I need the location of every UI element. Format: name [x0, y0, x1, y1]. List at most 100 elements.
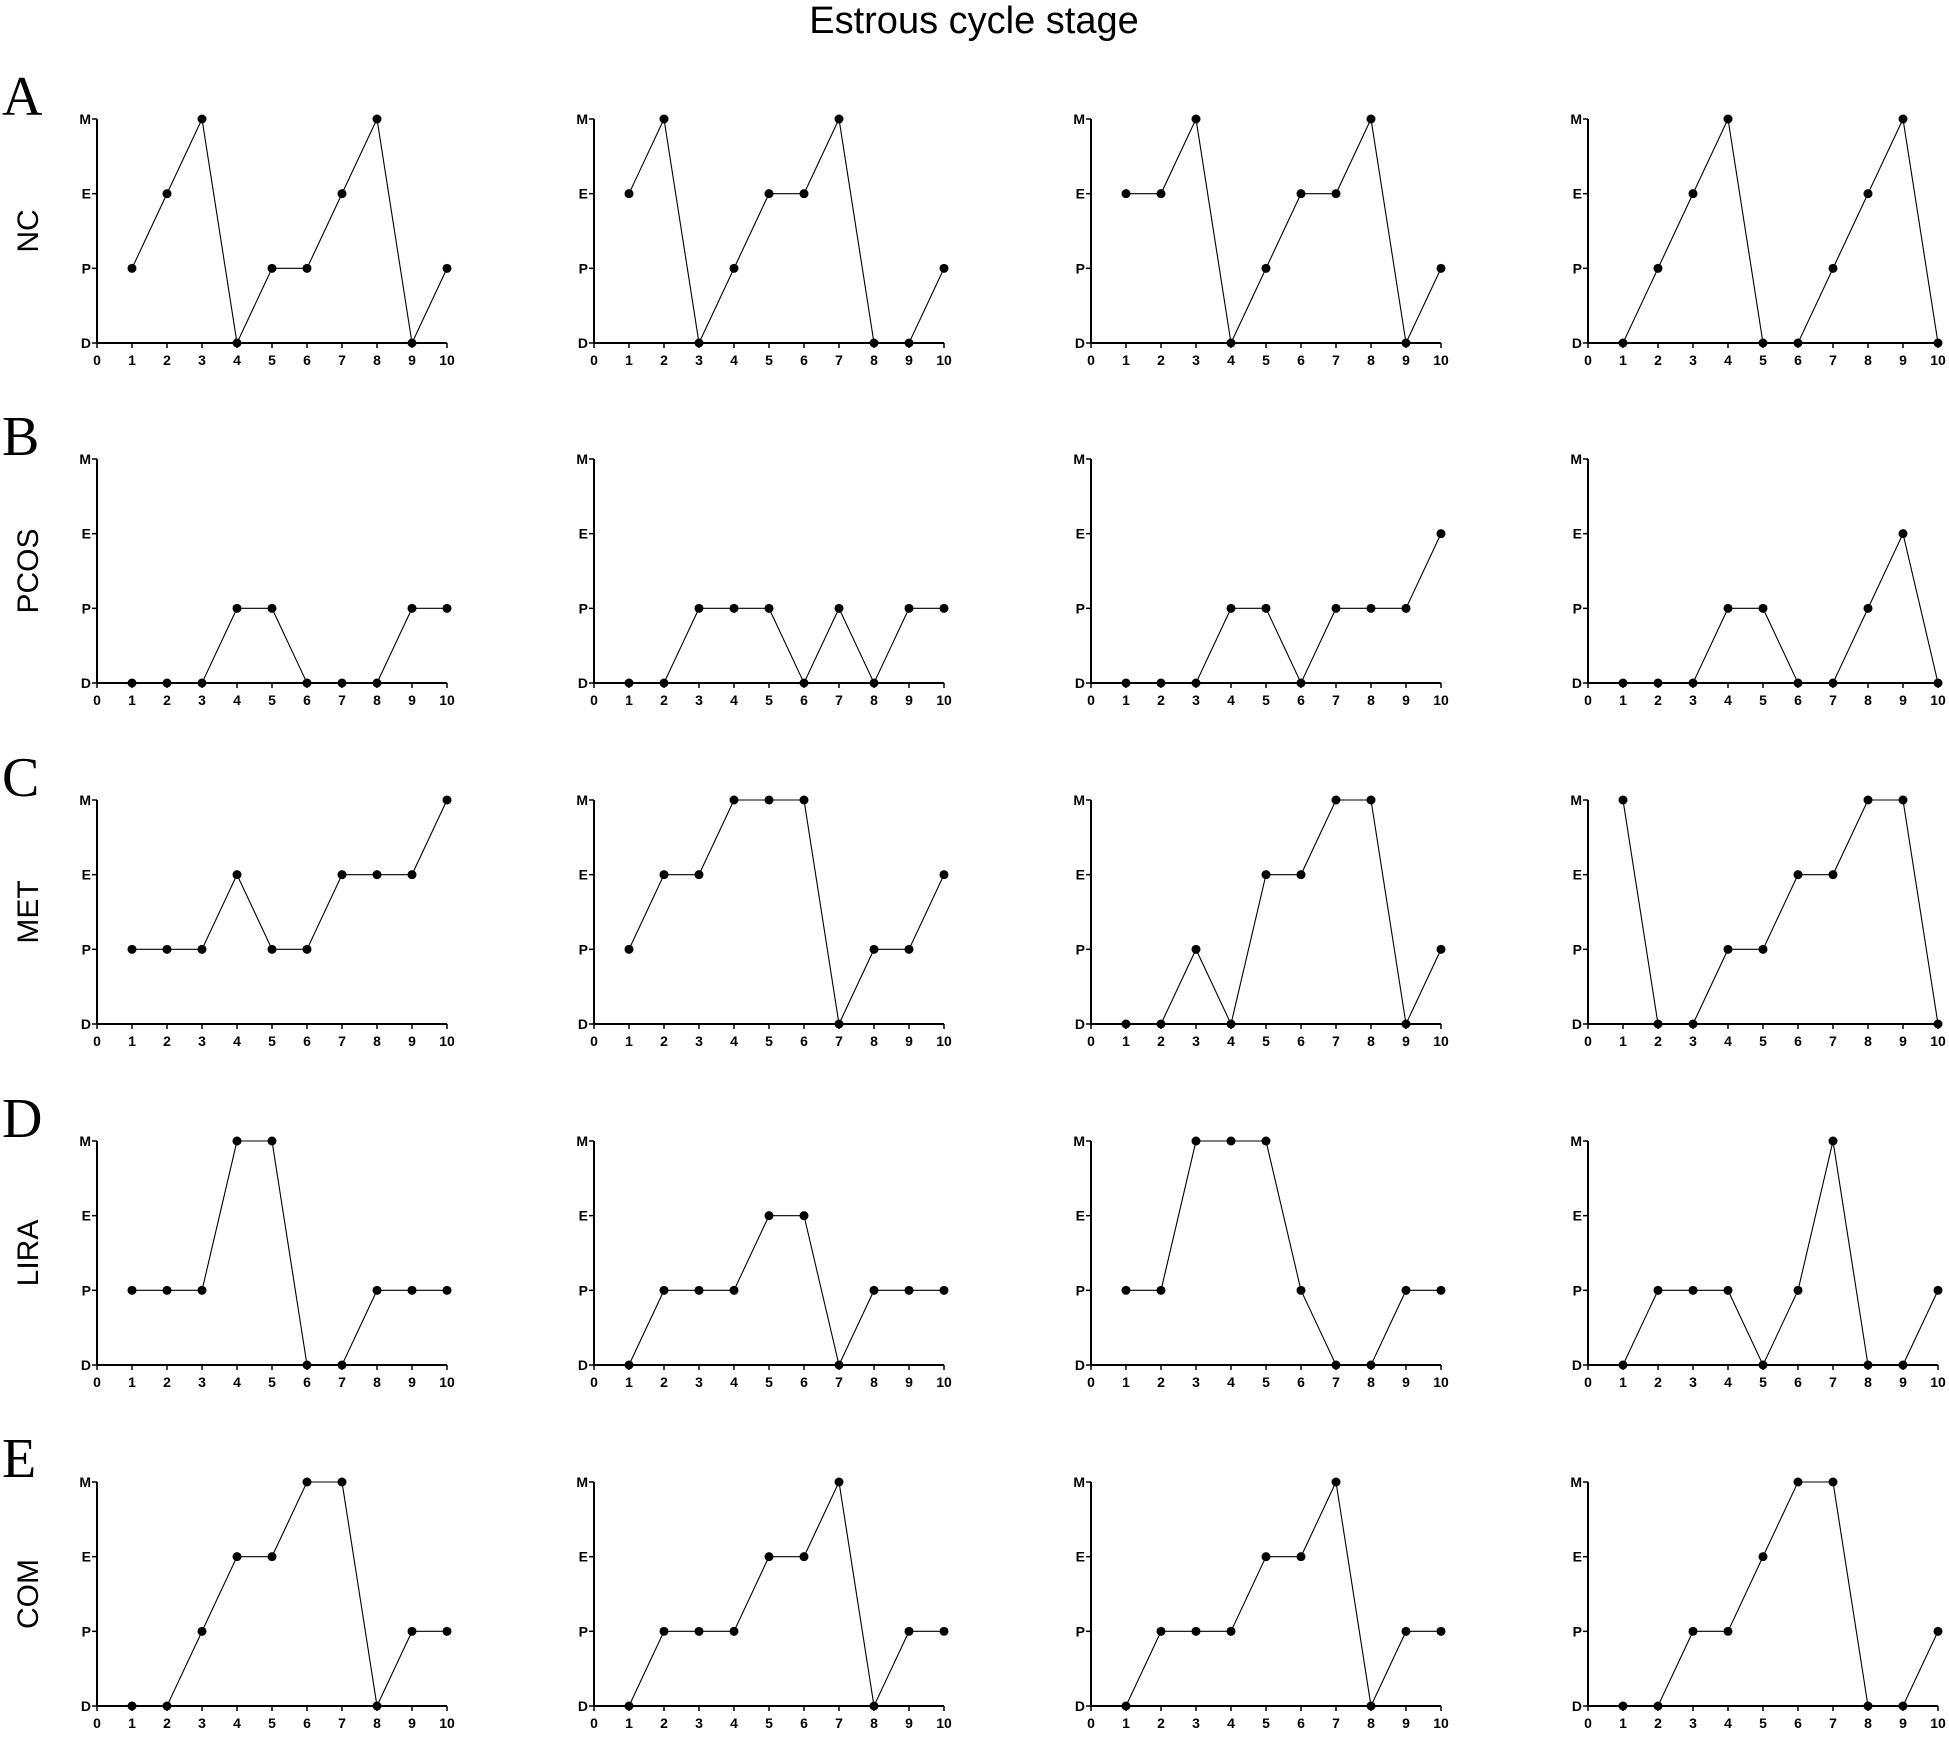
x-tick-label: 3: [198, 1715, 206, 1731]
y-tick-label: M: [79, 111, 91, 127]
y-tick-label: E: [82, 867, 91, 883]
y-tick-label: D: [1572, 1698, 1582, 1714]
data-point: [1191, 1626, 1201, 1636]
x-tick-label: 8: [1864, 692, 1872, 708]
data-point: [337, 1360, 347, 1370]
x-tick-label: 4: [233, 1374, 241, 1390]
data-point: [1261, 1136, 1271, 1146]
x-tick-label: 3: [1689, 692, 1697, 708]
x-tick-label: 1: [1619, 352, 1627, 368]
subplot-nc-1: D P E M 0 1 2 3 4 5 6 7 8 9 10: [79, 111, 455, 368]
y-tick-label: P: [1076, 260, 1085, 276]
x-tick-label: 5: [765, 1374, 773, 1390]
x-tick-label: 10: [1433, 352, 1449, 368]
x-tick-label: 5: [765, 352, 773, 368]
x-tick-label: 5: [1262, 1715, 1270, 1731]
data-point: [799, 1211, 809, 1221]
x-tick-label: 0: [1584, 1033, 1592, 1049]
x-tick-label: 8: [1367, 1374, 1375, 1390]
data-point: [659, 678, 669, 688]
data-point: [694, 870, 704, 880]
y-tick-label: E: [82, 1208, 91, 1224]
data-point: [1758, 1360, 1768, 1370]
data-point: [939, 263, 949, 273]
x-tick-label: 4: [1227, 352, 1235, 368]
data-point: [1226, 338, 1236, 348]
x-tick-label: 0: [93, 352, 101, 368]
data-point: [337, 870, 347, 880]
x-tick-label: 0: [1087, 352, 1095, 368]
x-tick-label: 0: [590, 352, 598, 368]
x-tick-label: 4: [233, 352, 241, 368]
x-tick-label: 3: [695, 352, 703, 368]
x-tick-label: 2: [660, 692, 668, 708]
x-tick-label: 7: [1332, 1715, 1340, 1731]
data-point: [1296, 1285, 1306, 1295]
data-point: [232, 603, 242, 613]
data-point: [267, 1552, 277, 1562]
data-point: [1863, 1701, 1873, 1711]
data-point: [624, 189, 634, 199]
data-point: [1723, 603, 1733, 613]
y-tick-label: D: [578, 675, 588, 691]
data-point: [1226, 1019, 1236, 1029]
y-tick-label: M: [1570, 451, 1582, 467]
data-point: [1898, 529, 1908, 539]
subplot-met-2: D P E M 0 1 2 3 4 5 6 7 8 9 10: [576, 792, 952, 1049]
x-tick-label: 3: [198, 1033, 206, 1049]
data-point: [197, 944, 207, 954]
subplot-lira-3: D P E M 0 1 2 3 4 5 6 7 8 9 10: [1073, 1133, 1449, 1390]
y-tick-label: D: [1075, 675, 1085, 691]
x-tick-label: 10: [1433, 692, 1449, 708]
y-tick-label: D: [81, 675, 91, 691]
x-tick-label: 9: [1402, 1374, 1410, 1390]
x-tick-label: 5: [268, 1374, 276, 1390]
x-tick-label: 6: [1794, 1715, 1802, 1731]
subplot-pcos-2: D P E M 0 1 2 3 4 5 6 7 8 9 10: [576, 451, 952, 708]
y-tick-label: M: [1073, 1133, 1085, 1149]
x-tick-label: 7: [1332, 1033, 1340, 1049]
subplot-lira-4: D P E M 0 1 2 3 4 5 6 7 8 9 10: [1570, 1133, 1946, 1390]
x-tick-label: 4: [1227, 1715, 1235, 1731]
data-point: [1828, 263, 1838, 273]
x-tick-label: 7: [338, 1033, 346, 1049]
y-tick-label: P: [82, 260, 91, 276]
x-tick-label: 9: [1899, 692, 1907, 708]
data-point: [407, 338, 417, 348]
x-tick-label: 3: [1192, 352, 1200, 368]
x-tick-label: 5: [1759, 1374, 1767, 1390]
data-point: [799, 1552, 809, 1562]
y-tick-label: D: [81, 1357, 91, 1373]
y-tick-label: D: [1572, 1357, 1582, 1373]
x-tick-label: 9: [905, 1033, 913, 1049]
data-point: [197, 678, 207, 688]
data-point: [372, 1285, 382, 1295]
data-point: [1618, 678, 1628, 688]
data-point: [1793, 1477, 1803, 1487]
data-point: [1898, 1701, 1908, 1711]
y-tick-label: P: [579, 600, 588, 616]
x-tick-label: 8: [373, 352, 381, 368]
x-tick-label: 10: [439, 352, 455, 368]
figure-title: Estrous cycle stage: [809, 0, 1138, 42]
subplot-nc-2: D P E M 0 1 2 3 4 5 6 7 8 9 10: [576, 111, 952, 368]
x-tick-label: 6: [1297, 1715, 1305, 1731]
data-point: [904, 944, 914, 954]
x-tick-label: 4: [233, 1715, 241, 1731]
x-tick-label: 2: [1654, 692, 1662, 708]
data-point: [764, 1211, 774, 1221]
data-point: [1226, 1136, 1236, 1146]
x-tick-label: 3: [695, 1374, 703, 1390]
data-point: [442, 263, 452, 273]
series-line: [1622, 117, 1939, 344]
data-point: [127, 1701, 137, 1711]
subplot-met-4: D P E M 0 1 2 3 4 5 6 7 8 9 10: [1570, 792, 1946, 1049]
y-tick-label: E: [1076, 526, 1085, 542]
x-tick-label: 9: [1402, 1715, 1410, 1731]
series-line: [628, 1215, 944, 1367]
x-tick-label: 8: [870, 1374, 878, 1390]
y-tick-label: D: [578, 335, 588, 351]
data-point: [1261, 263, 1271, 273]
data-point: [1436, 1285, 1446, 1295]
group-label: MET: [12, 880, 45, 943]
